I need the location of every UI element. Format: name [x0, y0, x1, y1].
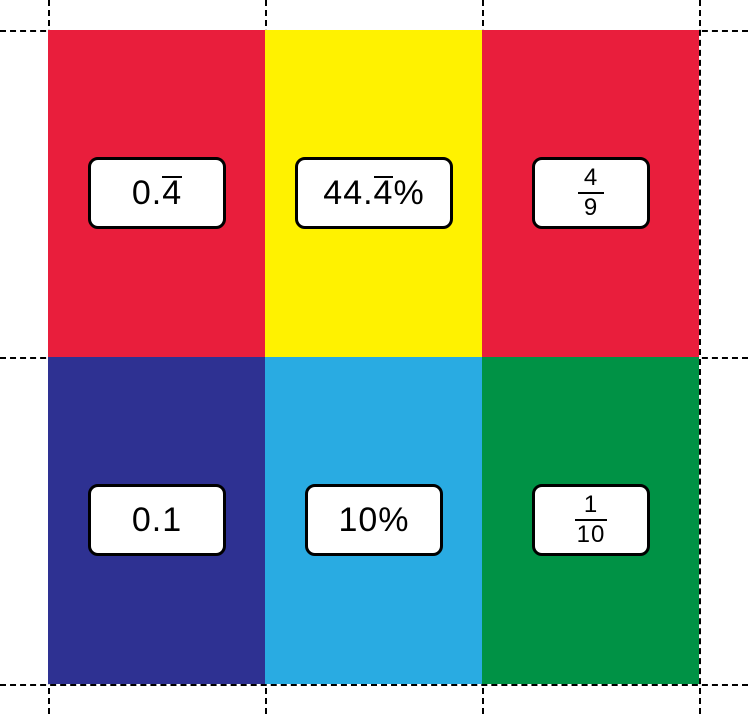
fraction-denominator: 10: [575, 522, 608, 548]
repeat-digit: 4: [162, 174, 182, 213]
label-box-1-1: 10%: [305, 484, 443, 556]
label-box-1-0: 0.1: [88, 484, 226, 556]
label-box-0-2: 4 9: [532, 157, 650, 229]
label-box-0-1: 44.4%: [295, 157, 453, 229]
label-after: %: [393, 174, 424, 212]
fraction: 4 9: [578, 165, 604, 221]
label-box-1-2: 1 10: [532, 484, 650, 556]
fraction-numerator: 1: [582, 492, 600, 518]
label-box-0-0: 0.4: [88, 157, 226, 229]
fraction-denominator: 9: [582, 195, 600, 221]
repeat-digit: 4: [374, 174, 394, 213]
label-before: 0.: [132, 174, 162, 212]
fraction: 1 10: [575, 492, 608, 548]
fraction-numerator: 4: [582, 165, 600, 191]
grid-line-v-3: [699, 0, 701, 714]
label-before: 44.: [323, 174, 373, 212]
grid-line-h-bot: [0, 684, 748, 686]
label-text: 10%: [338, 501, 409, 540]
label-text: 44.4%: [323, 174, 424, 213]
label-text: 0.1: [132, 501, 182, 540]
cards-canvas: 0.4 44.4% 4 9 0.1 10% 1 10: [0, 0, 748, 714]
label-text: 0.4: [132, 174, 182, 213]
